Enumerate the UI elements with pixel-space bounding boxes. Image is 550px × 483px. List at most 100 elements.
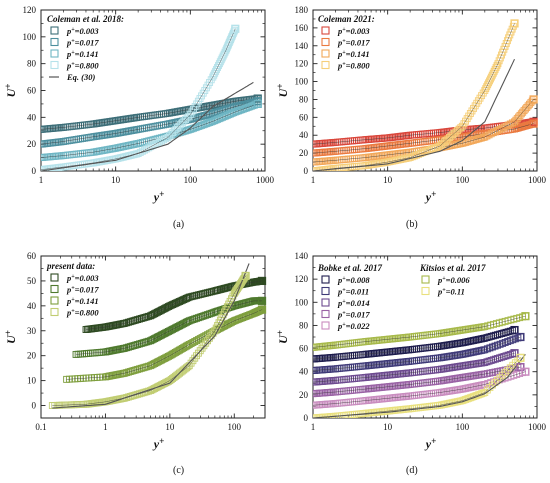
series-p0.011-point bbox=[483, 345, 491, 353]
plot-area bbox=[313, 19, 537, 171]
legend-marker-swatch bbox=[321, 49, 330, 58]
series-p0.800-point bbox=[121, 394, 129, 402]
series-p0.11-point bbox=[491, 379, 499, 387]
legend-label: p+=0.014 bbox=[337, 298, 370, 308]
legend-title-2: Kitsios et al. 2017 bbox=[419, 263, 486, 273]
y-tick-label: 80 bbox=[299, 320, 309, 330]
series-p0.011-point bbox=[481, 346, 489, 354]
y-tick-label: 40 bbox=[299, 367, 309, 377]
legend-marker-swatch bbox=[321, 298, 330, 307]
series-p0.017-fit bbox=[313, 366, 521, 394]
series-p0.017-point bbox=[486, 369, 494, 377]
x-tick-label: 100 bbox=[456, 422, 470, 432]
legend-marker-swatch bbox=[50, 49, 59, 58]
series-p0.800-fit bbox=[52, 275, 246, 406]
series-p0.017-point bbox=[125, 343, 132, 351]
series-p0.017-end-marker bbox=[257, 296, 267, 305]
series-p0.017-point bbox=[194, 314, 202, 322]
series-p0.141-fit bbox=[41, 103, 258, 158]
legend-label: p+=0.006 bbox=[437, 275, 470, 285]
legend-label: p+=0.141 bbox=[66, 296, 99, 306]
legend-title: present data: bbox=[46, 261, 95, 271]
legend-label: Eq. (30) bbox=[66, 72, 96, 82]
series-p0.008-end-marker bbox=[510, 325, 519, 335]
series-p0.017-point bbox=[202, 311, 210, 319]
y-tick-label: 20 bbox=[27, 139, 37, 149]
y-tick-label: 0 bbox=[32, 401, 37, 411]
series-p0.141-point bbox=[134, 365, 142, 373]
series-p0.11-point bbox=[481, 389, 489, 396]
y-tick-label: 40 bbox=[27, 112, 37, 122]
series-p0.800-end-marker bbox=[510, 19, 519, 28]
y-tick-label: 30 bbox=[27, 326, 37, 336]
y-tick-label: 120 bbox=[295, 59, 309, 69]
series-p0.011-fit bbox=[313, 336, 521, 371]
series-p0.003-point bbox=[136, 315, 143, 323]
y-tick-label: 80 bbox=[27, 59, 37, 69]
legend-marker-swatch bbox=[321, 309, 330, 319]
legend-marker-swatch bbox=[321, 26, 330, 35]
x-tick-label: 0.1 bbox=[35, 422, 46, 432]
series-p0.11-point bbox=[504, 366, 512, 374]
legend-marker-swatch bbox=[50, 26, 59, 35]
y-tick-label: 140 bbox=[295, 251, 309, 261]
series-p0.003-point bbox=[121, 319, 129, 327]
series-p0.141-end-marker bbox=[257, 305, 267, 314]
series-p0.011-point bbox=[511, 335, 519, 343]
series-p0.017-fit bbox=[75, 300, 263, 355]
legend-label: p+=0.008 bbox=[337, 275, 370, 285]
series-p0.017-point bbox=[141, 338, 149, 346]
series-p0.011-point bbox=[509, 336, 517, 344]
x-tick-label: 1 bbox=[39, 175, 44, 185]
x-tick-label: 1000 bbox=[528, 175, 547, 185]
series-p0.141-point bbox=[125, 368, 132, 376]
y-axis-label: U+ bbox=[275, 330, 290, 344]
x-tick-label: 1000 bbox=[256, 175, 275, 185]
series-p0.003-point bbox=[141, 313, 149, 321]
legend-label: p+=0.800 bbox=[66, 61, 99, 71]
series-p0.800-point bbox=[126, 393, 134, 400]
series-p0.003-point bbox=[139, 314, 147, 322]
series-p0.011-point bbox=[499, 339, 507, 347]
series-p0.141-point bbox=[128, 367, 136, 375]
series-eq.30-line bbox=[41, 81, 254, 171]
series-p0.017-point bbox=[193, 314, 201, 322]
series-p0.141-point bbox=[139, 364, 147, 372]
series-p0.014-end-marker bbox=[510, 349, 519, 358]
y-tick-label: 60 bbox=[27, 251, 37, 261]
panel-c-caption: (c) bbox=[173, 465, 185, 476]
panel-a: 1 10 100 1000 0 20 40 60 80 100 120 y+ U+ Coleman et … bbox=[3, 5, 275, 204]
series-p0.017-point bbox=[488, 369, 496, 376]
series-p0.017-point bbox=[196, 313, 204, 321]
series-p0.800-point bbox=[220, 50, 228, 58]
y-tick-label: 0 bbox=[32, 166, 37, 176]
series-p0.800-point bbox=[123, 394, 131, 401]
series-p0.003-fit bbox=[41, 98, 258, 130]
series-p0.011-point bbox=[488, 343, 496, 351]
y-tick-label: 20 bbox=[299, 148, 309, 158]
series-p0.141-point bbox=[126, 368, 134, 375]
y-tick-label: 100 bbox=[295, 77, 309, 87]
series-p0.017-point bbox=[136, 340, 143, 348]
y-tick-label: 120 bbox=[295, 274, 309, 284]
series-p0.11-end-marker bbox=[516, 353, 525, 362]
series-p0.800-point bbox=[434, 143, 442, 151]
series-p0.017-point bbox=[204, 311, 211, 319]
series-p0.022-end-marker bbox=[521, 367, 530, 376]
series-p0.141-point bbox=[121, 369, 129, 377]
series-p0.800-point bbox=[200, 342, 208, 350]
y-tick-label: 40 bbox=[27, 301, 37, 311]
series-p0.141-point bbox=[123, 369, 131, 377]
y-tick-label: 10 bbox=[27, 376, 37, 386]
y-tick-label: 140 bbox=[295, 41, 309, 51]
legend-marker-swatch bbox=[50, 296, 59, 305]
legend-label: p+=0.11 bbox=[437, 287, 465, 297]
series-p0.017-point bbox=[189, 316, 197, 324]
series-p0.11-point bbox=[506, 364, 514, 372]
series-p0.006-fit bbox=[313, 315, 526, 348]
series-p0.800-end-marker bbox=[231, 24, 240, 33]
series-p0.800-end-marker bbox=[241, 271, 250, 281]
panel-c: 0.1 1 10 100 0 10 20 30 40 50 60 y+ U+ present data: p… bbox=[3, 251, 267, 451]
x-tick-label: 10 bbox=[383, 175, 393, 185]
series-p0.003-end-marker bbox=[257, 276, 267, 286]
